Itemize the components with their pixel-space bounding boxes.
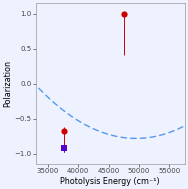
Y-axis label: Polarization: Polarization bbox=[3, 60, 12, 107]
X-axis label: Photolysis Energy (cm⁻¹): Photolysis Energy (cm⁻¹) bbox=[60, 177, 160, 186]
